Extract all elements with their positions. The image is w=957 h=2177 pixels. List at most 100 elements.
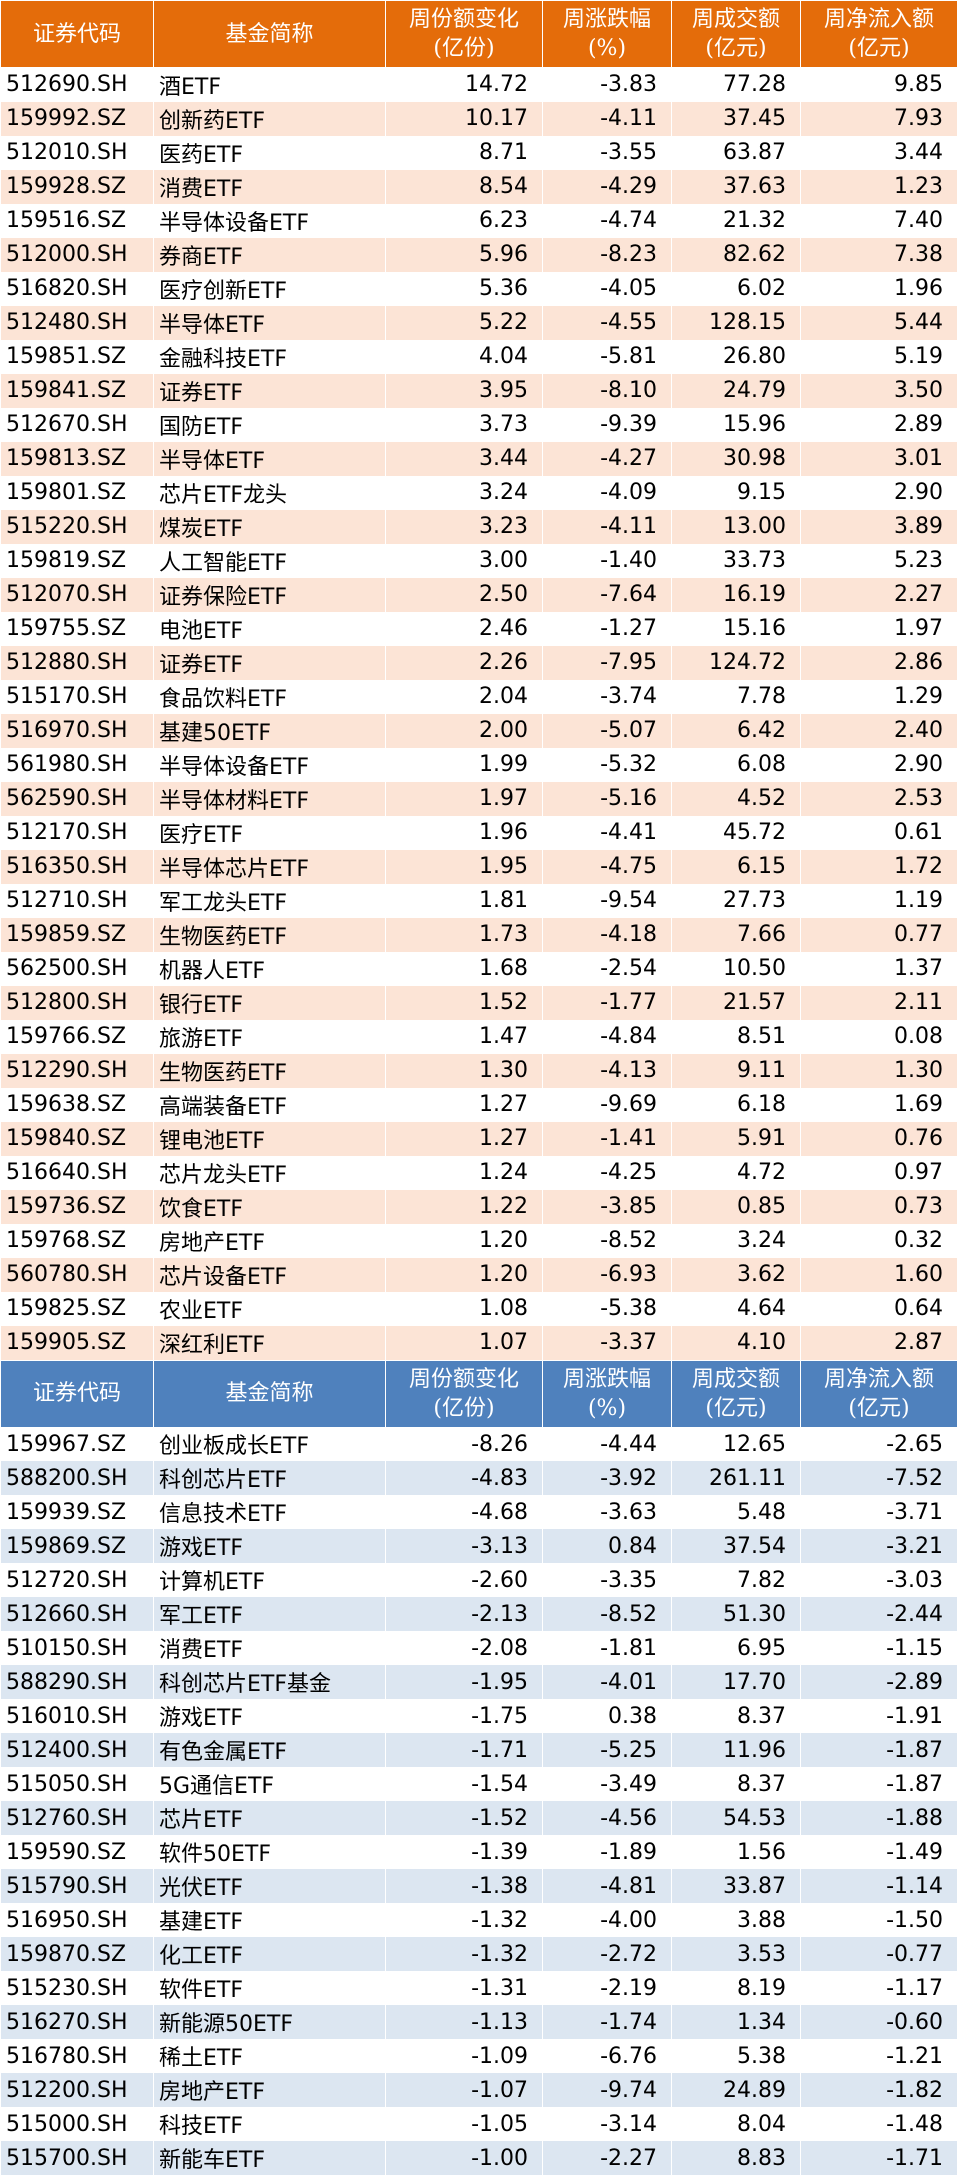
value-cell: -4.18 (542, 917, 672, 952)
fund-code: 159967.SZ (0, 1427, 154, 1461)
fund-name: 5G通信ETF (153, 1767, 386, 1801)
value-cell: 6.23 (385, 203, 543, 238)
value-cell: 8.51 (671, 1019, 801, 1054)
fund-name: 高端装备ETF (153, 1087, 386, 1122)
fund-code: 159590.SZ (0, 1835, 154, 1869)
fund-code: 512670.SH (0, 407, 154, 442)
value-cell: -2.13 (385, 1597, 543, 1631)
value-cell: -1.00 (385, 2141, 543, 2175)
value-cell: 1.68 (385, 951, 543, 986)
value-cell: 0.77 (800, 917, 957, 952)
data-row: 515230.SH 软件ETF -1.31 -2.19 8.19 -1.17 (0, 1971, 957, 2005)
fund-name: 半导体芯片ETF (153, 849, 386, 884)
data-row: 159939.SZ 信息技术ETF -4.68 -3.63 5.48 -3.71 (0, 1495, 957, 1529)
value-cell: -1.87 (800, 1767, 957, 1801)
value-cell: 6.42 (671, 713, 801, 748)
fund-code: 512400.SH (0, 1733, 154, 1767)
value-cell: 5.19 (800, 339, 957, 374)
fund-name: 房地产ETF (153, 2073, 386, 2107)
value-cell: -1.91 (800, 1699, 957, 1733)
fund-name: 基建ETF (153, 1903, 386, 1937)
column-header: 基金简称 (153, 1359, 386, 1428)
value-cell: -4.75 (542, 849, 672, 884)
fund-code: 159825.SZ (0, 1291, 154, 1326)
data-row: 516950.SH 基建ETF -1.32 -4.00 3.88 -1.50 (0, 1903, 957, 1937)
data-row: 512010.SH 医药ETF 8.71 -3.55 63.87 3.44 (0, 135, 957, 170)
value-cell: -3.13 (385, 1529, 543, 1563)
fund-code: 516820.SH (0, 271, 154, 306)
value-cell: 3.24 (385, 475, 543, 510)
value-cell: -4.83 (385, 1461, 543, 1495)
column-header: 基金简称 (153, 0, 386, 68)
value-cell: -1.87 (800, 1733, 957, 1767)
fund-name: 医药ETF (153, 135, 386, 170)
value-cell: -2.19 (542, 1971, 672, 2005)
value-cell: 37.45 (671, 101, 801, 136)
data-row: 562590.SH 半导体材料ETF 1.97 -5.16 4.52 2.53 (0, 781, 957, 816)
value-cell: -2.60 (385, 1563, 543, 1597)
table-header: 证券代码 基金简称 周份额变化 (亿份) 周涨跌幅 (%) 周成交额 (亿元) 周净流入额… (0, 0, 957, 68)
value-cell: -1.71 (800, 2141, 957, 2175)
value-cell: -7.64 (542, 577, 672, 612)
value-cell: -3.74 (542, 679, 672, 714)
value-cell: 12.65 (671, 1427, 801, 1461)
value-cell: 2.90 (800, 475, 957, 510)
value-cell: -4.11 (542, 101, 672, 136)
value-cell: 1.73 (385, 917, 543, 952)
value-cell: -1.77 (542, 985, 672, 1020)
fund-name: 券商ETF (153, 237, 386, 272)
fund-name: 半导体ETF (153, 305, 386, 340)
fund-code: 512010.SH (0, 135, 154, 170)
data-row: 512760.SH 芯片ETF -1.52 -4.56 54.53 -1.88 (0, 1801, 957, 1835)
value-cell: 5.22 (385, 305, 543, 340)
data-row: 159768.SZ 房地产ETF 1.20 -8.52 3.24 0.32 (0, 1223, 957, 1258)
fund-code: 159638.SZ (0, 1087, 154, 1122)
column-header: 证券代码 (0, 0, 154, 68)
data-row: 515700.SH 新能车ETF -1.00 -2.27 8.83 -1.71 (0, 2141, 957, 2175)
value-cell: -1.71 (385, 1733, 543, 1767)
value-cell: 7.78 (671, 679, 801, 714)
fund-name: 创业板成长ETF (153, 1427, 386, 1461)
data-row: 159967.SZ 创业板成长ETF -8.26 -4.44 12.65 -2.65 (0, 1427, 957, 1461)
data-row: 510150.SH 消费ETF -2.08 -1.81 6.95 -1.15 (0, 1631, 957, 1665)
value-cell: -4.56 (542, 1801, 672, 1835)
data-row: 159851.SZ 金融科技ETF 4.04 -5.81 26.80 5.19 (0, 339, 957, 374)
value-cell: 3.23 (385, 509, 543, 544)
value-cell: 128.15 (671, 305, 801, 340)
header-row: 证券代码 基金简称 周份额变化 (亿份) 周涨跌幅 (%) 周成交额 (亿元) 周净流入额… (0, 1359, 957, 1428)
value-cell: 5.44 (800, 305, 957, 340)
data-row: 159516.SZ 半导体设备ETF 6.23 -4.74 21.32 7.40 (0, 203, 957, 238)
value-cell: 1.30 (800, 1053, 957, 1088)
value-cell: 3.24 (671, 1223, 801, 1258)
value-cell: 1.22 (385, 1189, 543, 1224)
value-cell: -8.52 (542, 1597, 672, 1631)
data-row: 516640.SH 芯片龙头ETF 1.24 -4.25 4.72 0.97 (0, 1155, 957, 1190)
fund-code: 588290.SH (0, 1665, 154, 1699)
column-header: 周涨跌幅 (%) (542, 1359, 672, 1428)
value-cell: 1.29 (800, 679, 957, 714)
data-row: 588200.SH 科创芯片ETF -4.83 -3.92 261.11 -7.52 (0, 1461, 957, 1495)
value-cell: -4.05 (542, 271, 672, 306)
data-row: 512720.SH 计算机ETF -2.60 -3.35 7.82 -3.03 (0, 1563, 957, 1597)
value-cell: -2.72 (542, 1937, 672, 1971)
value-cell: -4.00 (542, 1903, 672, 1937)
fund-code: 516640.SH (0, 1155, 154, 1190)
value-cell: 3.50 (800, 373, 957, 408)
value-cell: 1.27 (385, 1121, 543, 1156)
column-header: 周净流入额 (亿元) (800, 1359, 957, 1428)
value-cell: 2.27 (800, 577, 957, 612)
value-cell: -4.09 (542, 475, 672, 510)
value-cell: -7.95 (542, 645, 672, 680)
value-cell: -1.27 (542, 611, 672, 646)
value-cell: -4.27 (542, 441, 672, 476)
value-cell: 0.73 (800, 1189, 957, 1224)
data-row: 512400.SH 有色金属ETF -1.71 -5.25 11.96 -1.87 (0, 1733, 957, 1767)
fund-code: 516970.SH (0, 713, 154, 748)
data-row: 512290.SH 生物医药ETF 1.30 -4.13 9.11 1.30 (0, 1053, 957, 1088)
value-cell: -1.09 (385, 2039, 543, 2073)
fund-name: 饮食ETF (153, 1189, 386, 1224)
value-cell: 2.46 (385, 611, 543, 646)
value-cell: -1.89 (542, 1835, 672, 1869)
value-cell: 6.18 (671, 1087, 801, 1122)
data-row: 512880.SH 证券ETF 2.26 -7.95 124.72 2.86 (0, 645, 957, 680)
